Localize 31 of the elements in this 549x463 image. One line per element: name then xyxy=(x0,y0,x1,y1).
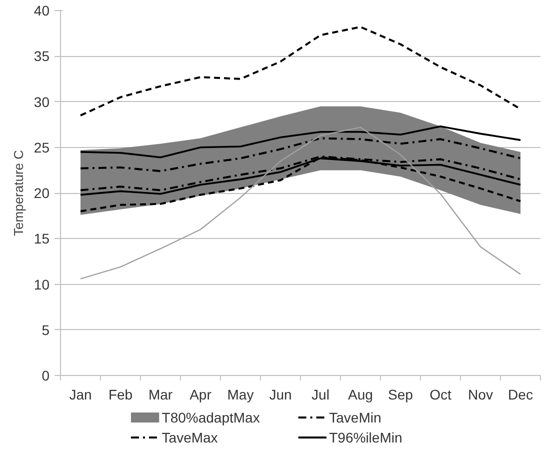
legend-label: TaveMin xyxy=(329,410,382,426)
y-tick-label: 30 xyxy=(34,94,50,110)
x-tick-label: Feb xyxy=(108,386,133,402)
y-tick-label: 20 xyxy=(34,185,50,201)
line-series xyxy=(80,156,522,212)
legend-label: T80%adaptMax xyxy=(162,410,260,426)
x-tick-label: Jan xyxy=(69,386,92,402)
line-series xyxy=(80,26,522,116)
y-tick-label: 0 xyxy=(42,368,50,384)
x-tick-label: May xyxy=(227,386,254,402)
legend-label: TaveMax xyxy=(162,430,218,446)
x-tick-label: Apr xyxy=(190,386,212,402)
y-tick-label: 10 xyxy=(34,276,50,292)
x-tick-label: Dec xyxy=(508,386,533,402)
x-tick-label: Jun xyxy=(269,386,292,402)
x-tick-label: Mar xyxy=(148,386,173,402)
line-series xyxy=(80,126,522,280)
y-tick-label: 25 xyxy=(34,139,50,156)
y-axis-title: Temperature C xyxy=(10,150,26,236)
legend-label: T96%ileMin xyxy=(329,430,402,446)
x-tick-label: Nov xyxy=(468,386,493,402)
x-tick-label: Aug xyxy=(348,386,373,402)
y-tick-label: 40 xyxy=(34,2,50,18)
line-series xyxy=(80,137,522,172)
line-series xyxy=(80,125,522,158)
y-tick-label: 35 xyxy=(34,48,50,64)
x-tick-label: Jul xyxy=(312,386,330,402)
y-tick-label: 15 xyxy=(34,230,50,247)
y-tick-label: 5 xyxy=(42,322,50,338)
x-tick-label: Sep xyxy=(388,386,414,402)
x-tick-label: Oct xyxy=(430,386,452,402)
